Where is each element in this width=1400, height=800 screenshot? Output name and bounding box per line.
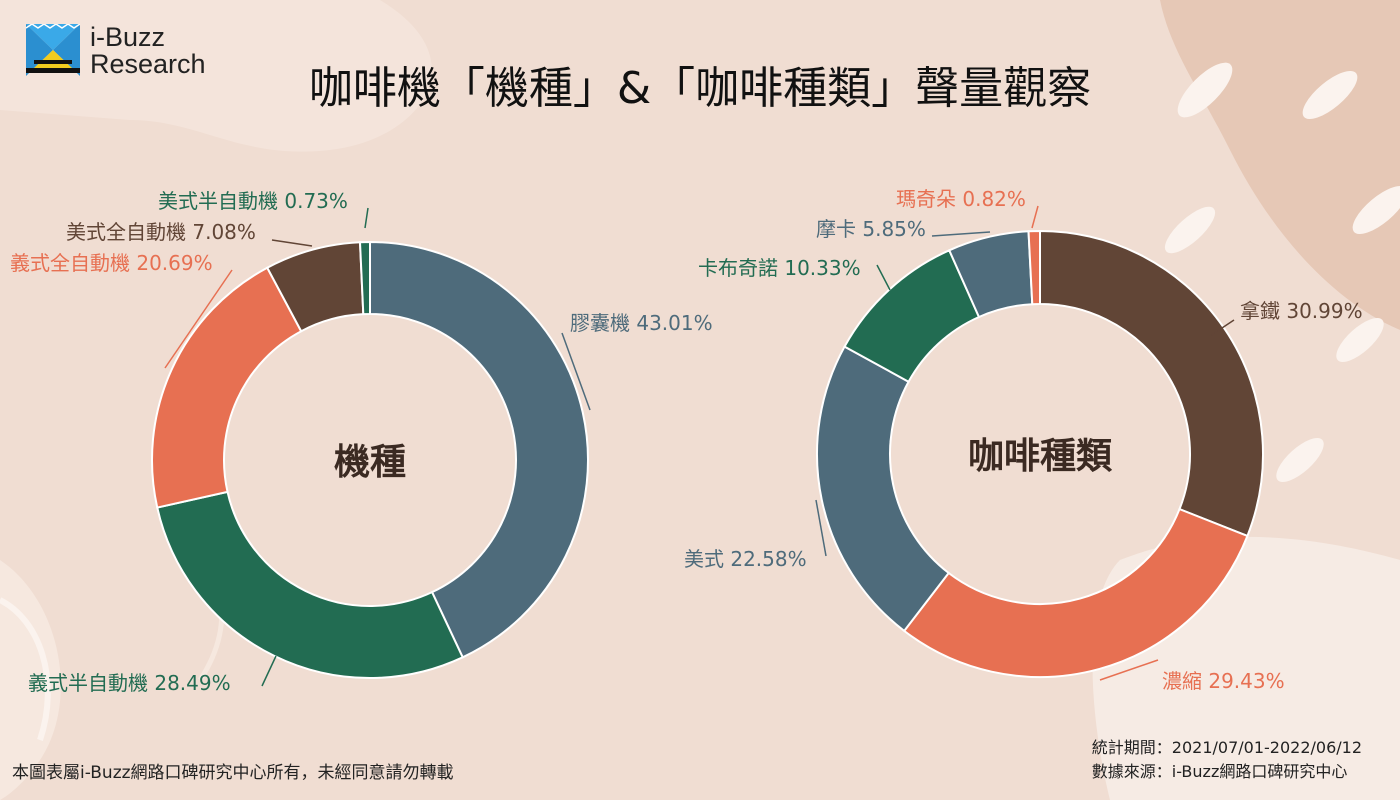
bg-stroke xyxy=(0,597,51,741)
donut-slice-美式半自動機 xyxy=(358,240,371,316)
leader-line xyxy=(271,239,313,247)
leader-line xyxy=(1209,319,1235,337)
data-source: 數據來源：i-Buzz網路口碑研究中心 xyxy=(1091,762,1348,781)
slice-label: 濃縮 29.43% xyxy=(1162,669,1285,693)
donut-slice-義式全自動機 xyxy=(151,266,303,509)
slice-label: 美式半自動機 0.73% xyxy=(158,189,348,213)
donut-slice-拿鐵 xyxy=(1039,229,1264,538)
leader-line xyxy=(931,231,991,237)
slice-label: 義式半自動機 28.49% xyxy=(28,671,231,695)
leader-line xyxy=(815,499,827,557)
donut-center-label: 機種 xyxy=(334,442,406,483)
bg-leaf xyxy=(1336,318,1384,362)
slice-label: 義式全自動機 20.69% xyxy=(10,251,213,275)
slice-label: 美式全自動機 7.08% xyxy=(66,220,256,244)
leader-line xyxy=(561,332,591,411)
donut-slice-美式 xyxy=(816,345,951,633)
donut-slice-義式半自動機 xyxy=(156,490,465,679)
bg-leaf xyxy=(1276,438,1324,482)
logo-line2: Research xyxy=(90,49,206,79)
slice-label: 膠囊機 43.01% xyxy=(570,311,713,335)
data-source-note: 統計期間：2021/07/01-2022/06/12 數據來源：i-Buzz網路… xyxy=(1092,736,1362,784)
leader-line xyxy=(164,269,233,369)
logo-line1: i-Buzz xyxy=(90,22,166,52)
page-title: 咖啡機「機種」&「咖啡種類」聲量觀察 xyxy=(308,63,1092,114)
bg-leaf xyxy=(1352,185,1400,235)
leader-line xyxy=(364,207,369,229)
bg-leaf xyxy=(1164,206,1216,254)
bg-blob-bottom-left xyxy=(0,560,61,800)
donut-slice-膠囊機 xyxy=(369,240,589,659)
slice-label: 卡布奇諾 10.33% xyxy=(698,256,861,280)
slice-label: 拿鐵 30.99% xyxy=(1240,299,1363,323)
bg-leaf xyxy=(1177,62,1233,118)
slice-label: 瑪奇朵 0.82% xyxy=(896,187,1026,211)
logo-text: i-Buzz Research xyxy=(90,24,206,78)
leader-line xyxy=(1031,205,1039,229)
slice-label: 摩卡 5.85% xyxy=(816,217,926,241)
donut-slice-瑪奇朵 xyxy=(1027,229,1041,306)
leader-line xyxy=(261,655,277,687)
stat-period: 統計期間：2021/07/01-2022/06/12 xyxy=(1091,738,1362,757)
ibuzz-logo-icon xyxy=(26,24,80,76)
logo: i-Buzz Research xyxy=(26,24,246,80)
copyright-note: 本圖表屬i-Buzz網路口碑研究中心所有，未經同意請勿轉載 xyxy=(12,763,454,783)
slice-label: 美式 22.58% xyxy=(684,547,807,571)
bg-leaf xyxy=(1302,70,1358,120)
leader-line xyxy=(1099,659,1159,681)
donut-slice-濃縮 xyxy=(902,507,1249,678)
bg-blob-top-left xyxy=(0,0,432,152)
donut-center-label: 咖啡種類 xyxy=(968,436,1113,477)
leader-line xyxy=(876,264,891,291)
